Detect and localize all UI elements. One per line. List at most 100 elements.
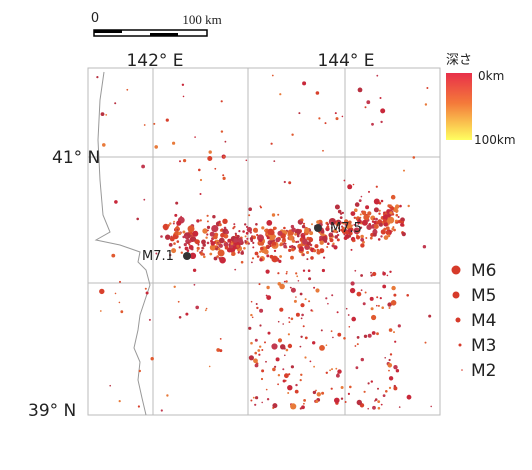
epicenter (301, 405, 305, 410)
epicenter (396, 221, 399, 224)
epicenter (286, 271, 288, 273)
epicenter (313, 286, 316, 289)
epicenter (217, 249, 225, 257)
epicenter (254, 403, 257, 406)
epicenter (380, 120, 383, 124)
epicenter (302, 81, 307, 86)
epicenter (360, 243, 365, 248)
epicenter (233, 223, 236, 226)
epicenter (259, 250, 262, 253)
epicenter (284, 379, 287, 382)
epicenter (311, 310, 314, 312)
epicenter (373, 224, 379, 229)
epicenter (382, 219, 387, 223)
epicenter (361, 210, 367, 216)
epicenter (196, 246, 200, 250)
epicenter (291, 244, 294, 248)
epicenter (399, 204, 402, 208)
epicenter (227, 238, 232, 243)
epicenter (285, 280, 288, 283)
epicenter (388, 386, 392, 389)
epicenter (393, 365, 398, 370)
epicenter (301, 313, 304, 317)
epicenter (109, 384, 111, 387)
epicenter (315, 91, 320, 95)
epicenter (377, 387, 379, 390)
epicenter (102, 143, 106, 147)
epicenter (277, 338, 283, 343)
epicenter (150, 357, 154, 361)
epicenter (180, 251, 183, 254)
epicenter (178, 316, 182, 319)
epicenter (327, 302, 329, 305)
epicenter (287, 392, 290, 394)
epicenter (354, 269, 357, 272)
epicenter (312, 341, 316, 345)
epicenter (258, 283, 261, 286)
epicenter (155, 252, 158, 255)
epicenter (187, 241, 190, 244)
epicenter (118, 301, 121, 304)
epicenter (248, 214, 251, 217)
epicenter (422, 245, 427, 249)
epicenter (258, 353, 261, 356)
epicenter (178, 246, 181, 249)
epicenter (254, 338, 258, 342)
epicenter (356, 291, 362, 297)
epicenter (283, 347, 286, 350)
epicenter (299, 379, 302, 382)
epicenter (222, 174, 225, 177)
epicenter (363, 390, 366, 393)
epicenter (299, 220, 303, 224)
epicenter (308, 300, 311, 303)
epicenter (371, 331, 376, 335)
longitude-label: 144° E (317, 51, 374, 71)
epicenter (384, 357, 387, 359)
epicenter (371, 122, 374, 126)
epicenter (232, 245, 237, 250)
epicenter (114, 200, 118, 204)
epicenter (210, 239, 213, 243)
epicenter (388, 376, 394, 381)
epicenter (369, 236, 373, 240)
epicenter (224, 245, 229, 250)
epicenter (322, 149, 324, 152)
epicenter (196, 249, 199, 252)
epicenter (331, 244, 335, 248)
epicenter (182, 235, 185, 239)
epicenter (219, 349, 223, 353)
epicenter (222, 176, 226, 180)
epicenter (126, 88, 129, 91)
epicenter (209, 231, 215, 237)
epicenter (199, 219, 202, 222)
epicenter (321, 391, 325, 395)
epicenter (118, 400, 121, 403)
epicenter (360, 357, 364, 362)
epicenter (207, 229, 209, 232)
epicenter (330, 330, 333, 333)
epicenter (207, 156, 213, 161)
epicenter (392, 226, 395, 229)
epicenter (372, 405, 376, 410)
epicenter (251, 316, 254, 319)
epicenter (329, 369, 331, 372)
epicenter (343, 337, 346, 340)
epicenter (257, 349, 261, 352)
epicenter (321, 235, 328, 242)
epicenter (360, 237, 365, 242)
epicenter (395, 213, 399, 217)
epicenter (261, 349, 264, 351)
epicenter (395, 369, 400, 373)
epicenter (287, 343, 293, 349)
epicenter (398, 406, 401, 408)
epicenter (288, 317, 290, 319)
epicenter (260, 377, 264, 381)
epicenter (185, 312, 189, 316)
epicenter (302, 253, 305, 257)
epicenter (309, 231, 314, 236)
epicenter (259, 345, 262, 348)
epicenter (298, 112, 301, 115)
epicenter (360, 289, 363, 292)
epicenter (370, 307, 374, 311)
epicenter (119, 280, 121, 283)
